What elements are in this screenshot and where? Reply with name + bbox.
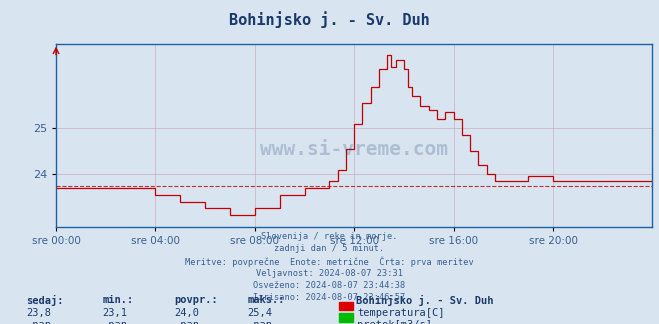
Text: -nan: -nan <box>247 320 272 324</box>
Text: -nan: -nan <box>26 320 51 324</box>
Text: pretok[m3/s]: pretok[m3/s] <box>357 320 432 324</box>
Text: Osveženo: 2024-08-07 23:44:38: Osveženo: 2024-08-07 23:44:38 <box>253 281 406 290</box>
Text: 23,1: 23,1 <box>102 308 127 318</box>
Text: 25,4: 25,4 <box>247 308 272 318</box>
Text: Veljavnost: 2024-08-07 23:31: Veljavnost: 2024-08-07 23:31 <box>256 269 403 278</box>
Text: Bohinjsko j. - Sv. Duh: Bohinjsko j. - Sv. Duh <box>229 11 430 28</box>
Text: temperatura[C]: temperatura[C] <box>357 308 445 318</box>
Text: 24,0: 24,0 <box>175 308 200 318</box>
Text: www.si-vreme.com: www.si-vreme.com <box>260 140 448 159</box>
Text: Izrisano: 2024-08-07 23:46:57: Izrisano: 2024-08-07 23:46:57 <box>253 293 406 302</box>
Text: Bohinjsko j. - Sv. Duh: Bohinjsko j. - Sv. Duh <box>356 295 494 306</box>
Text: zadnji dan / 5 minut.: zadnji dan / 5 minut. <box>274 244 385 253</box>
Text: maks.:: maks.: <box>247 295 285 305</box>
Text: povpr.:: povpr.: <box>175 295 218 305</box>
Text: 23,8: 23,8 <box>26 308 51 318</box>
Text: -nan: -nan <box>175 320 200 324</box>
Text: min.:: min.: <box>102 295 133 305</box>
Text: -nan: -nan <box>102 320 127 324</box>
Text: Slovenija / reke in morje.: Slovenija / reke in morje. <box>261 232 398 241</box>
Text: sedaj:: sedaj: <box>26 295 64 306</box>
Text: Meritve: povprečne  Enote: metrične  Črta: prva meritev: Meritve: povprečne Enote: metrične Črta:… <box>185 256 474 267</box>
